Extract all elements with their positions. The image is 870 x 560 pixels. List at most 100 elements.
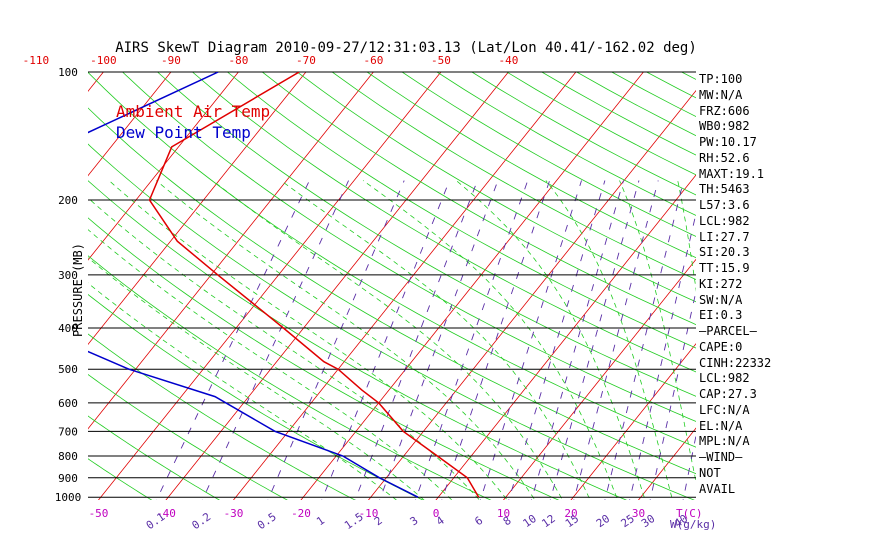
top-temp-tick-label: -100 (90, 54, 117, 67)
pressure-tick-label: 500 (58, 363, 78, 376)
isotherm-line (637, 427, 696, 500)
dry-adiabat (88, 255, 492, 500)
pressure-tick-label: 1000 (55, 491, 82, 504)
bottom-temp-tick-label: 0 (433, 507, 440, 520)
dry-adiabat (88, 293, 424, 500)
stat-row: NOT (699, 465, 721, 480)
stat-row: RH:52.6 (699, 150, 750, 165)
dry-adiabat (88, 458, 153, 500)
stat-row: WB0:982 (699, 119, 750, 134)
mixing-ratio-tick-label: 40 (672, 512, 690, 530)
top-temp-tick-label: -60 (363, 54, 383, 67)
pressure-tick-label: 900 (58, 472, 78, 485)
mixing-ratio-tick-label: 4 (434, 514, 447, 529)
dew-point-temp-line (88, 72, 419, 498)
dry-adiabat (262, 72, 696, 326)
stat-row: LFC:N/A (699, 402, 750, 417)
stat-row: SI:20.3 (699, 245, 750, 260)
mixing-ratio-tick-label: 25 (619, 512, 637, 530)
dry-adiabat (88, 373, 288, 500)
moist-adiabat (212, 180, 564, 500)
stat-row: AVAIL (699, 481, 736, 496)
bottom-temp-tick-label: -30 (224, 507, 244, 520)
x-axis-unit-label: T(C) (676, 507, 703, 520)
mixing-ratio-line (379, 180, 499, 500)
moist-adiabat (362, 180, 619, 500)
bottom-temp-tick-label: -40 (156, 507, 176, 520)
mixing-ratio-tick-label: 10 (521, 512, 539, 530)
mixing-ratio-line (354, 180, 478, 500)
stat-row: LCL:982 (699, 213, 750, 228)
dry-adiabat (157, 72, 696, 397)
stat-row: L57:3.6 (699, 198, 750, 212)
stat-row: TP:100 (699, 72, 743, 86)
stat-row: KI:272 (699, 276, 743, 291)
moist-adiabat (545, 180, 673, 500)
chart-title: AIRS SkewT Diagram 2010-09-27/12:31:03.1… (115, 40, 697, 56)
mixing-ratio-tick-label: 1 (314, 514, 327, 528)
moist-adiabat (108, 180, 508, 500)
bottom-temp-tick-label: -20 (291, 507, 311, 520)
mixing-ratio-tick-label: 12 (539, 512, 557, 530)
stat-row: FRZ:606 (699, 103, 750, 118)
stat-row: –PARCEL– (699, 324, 757, 338)
stat-row: CINH:22332 (699, 355, 772, 370)
dry-adiabat (366, 72, 696, 259)
dry-adiabat (331, 72, 696, 280)
stat-row: MAXT:19.1 (699, 166, 765, 181)
moist-adiabat (155, 180, 536, 500)
stability-indices-panel: TP:100 MW:N/A FRZ:606 WB0:982 PW:10.17 RH:52.… (699, 72, 771, 497)
top-temp-tick-label: -70 (296, 54, 316, 67)
pressure-tick-label: 400 (58, 322, 78, 335)
stat-row: MPL:N/A (699, 434, 750, 449)
y-axis-label: PRESSURE (MB) (71, 243, 85, 337)
stat-row: –WIND– (699, 450, 743, 464)
isotherm-line (300, 72, 644, 500)
dry-adiabat (471, 72, 696, 196)
top-temp-tick-label: -40 (498, 54, 518, 67)
moist-adiabat (88, 229, 453, 500)
mixing-ratio-line (201, 180, 349, 500)
stat-row: EL:N/A (699, 418, 743, 433)
bottom-temp-tick-label: -10 (359, 507, 379, 520)
bottom-temp-tick-label: 20 (564, 507, 577, 520)
isotherm-line (367, 89, 696, 500)
moist-adiabat (88, 197, 481, 500)
isotherm-line (88, 72, 172, 177)
isotherm-line (97, 72, 442, 500)
isotherm-line (570, 343, 696, 500)
dry-adiabat (88, 415, 220, 500)
isotherm-line (88, 72, 307, 346)
legend-ambient-air-temp: Ambient Air Temp (116, 102, 270, 121)
top-temp-tick-label: -80 (228, 54, 248, 67)
legend-dew-point-temp: Dew Point Temp (116, 123, 251, 142)
mixing-ratio-line (649, 289, 696, 500)
mixing-ratio-unit-label: W(g/kg) (670, 518, 716, 531)
dry-adiabat (88, 217, 560, 500)
top-temp-tick-label: -110 (23, 54, 50, 67)
pressure-tick-label: 800 (58, 450, 78, 463)
isotherm-line (88, 72, 374, 430)
pressure-tick-label: 100 (58, 66, 78, 79)
ambient-air-temp-line (148, 72, 480, 498)
isotherm-line (435, 174, 696, 500)
moist-adiabat (619, 180, 696, 484)
mixing-ratio-line (508, 180, 606, 500)
dry-adiabat (296, 72, 696, 303)
stat-row: EI:0.3 (699, 308, 743, 323)
dry-adiabat (227, 72, 696, 349)
mixing-ratio-line (604, 180, 685, 500)
dry-adiabat (122, 72, 696, 422)
mixing-ratio-line (267, 180, 405, 500)
dry-adiabat (88, 143, 695, 500)
bottom-temp-tick-label: 10 (497, 507, 510, 520)
stat-row: LI:27.7 (699, 229, 750, 244)
pressure-tick-label: 600 (58, 397, 78, 410)
isotherm-line (0, 72, 36, 506)
mixing-ratio-tick-label: 30 (639, 512, 657, 530)
mixing-ratio-tick-label: 6 (472, 514, 485, 528)
moist-adiabat (88, 282, 397, 500)
stat-row: SW:N/A (699, 292, 743, 307)
isotherm-line (769, 72, 870, 506)
